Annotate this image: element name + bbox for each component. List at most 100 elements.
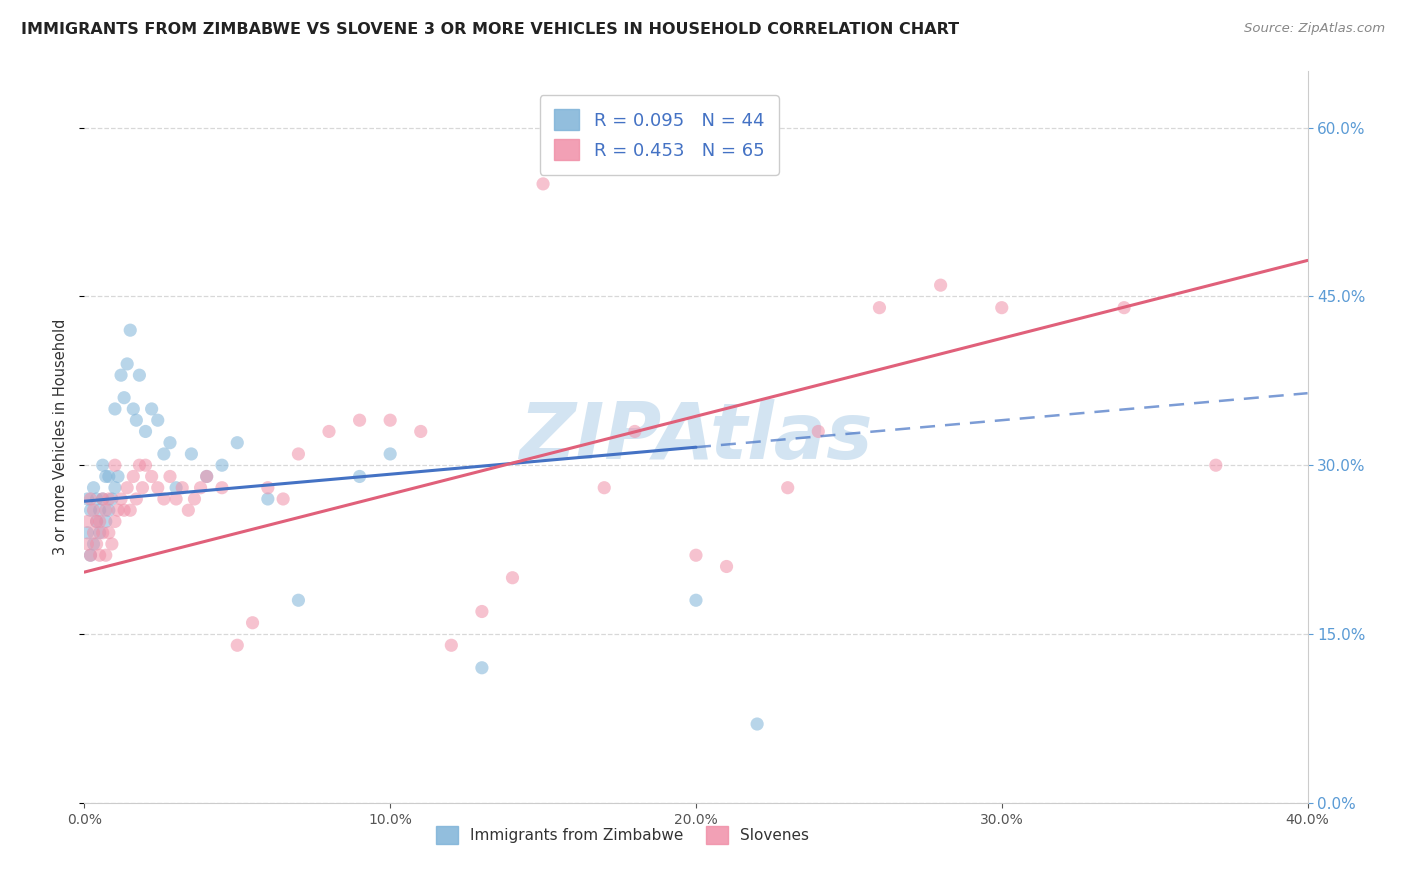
Point xyxy=(929,278,952,293)
Point xyxy=(97,525,120,540)
Point xyxy=(79,548,101,562)
Point xyxy=(97,469,120,483)
Point xyxy=(211,458,233,473)
Point xyxy=(107,503,129,517)
Point xyxy=(91,525,114,540)
Point xyxy=(135,425,157,439)
Legend: Immigrants from Zimbabwe, Slovenes: Immigrants from Zimbabwe, Slovenes xyxy=(430,820,815,850)
Point xyxy=(89,548,111,562)
Point xyxy=(153,491,176,506)
Point xyxy=(183,491,205,506)
Point xyxy=(91,491,114,506)
Point xyxy=(83,503,105,517)
Point xyxy=(89,525,111,540)
Point xyxy=(86,537,108,551)
Point xyxy=(146,481,169,495)
Point xyxy=(86,515,108,529)
Point xyxy=(747,717,769,731)
Point xyxy=(471,605,494,619)
Point xyxy=(101,537,124,551)
Point xyxy=(177,503,200,517)
Point xyxy=(869,301,891,315)
Point xyxy=(226,435,249,450)
Point xyxy=(257,481,280,495)
Point xyxy=(104,481,127,495)
Point xyxy=(165,481,187,495)
Point xyxy=(83,537,105,551)
Text: IMMIGRANTS FROM ZIMBABWE VS SLOVENE 3 OR MORE VEHICLES IN HOUSEHOLD CORRELATION : IMMIGRANTS FROM ZIMBABWE VS SLOVENE 3 OR… xyxy=(21,22,959,37)
Point xyxy=(685,548,707,562)
Point xyxy=(122,401,145,416)
Point xyxy=(624,425,647,439)
Point xyxy=(141,401,163,416)
Point xyxy=(89,503,111,517)
Point xyxy=(747,154,769,169)
Point xyxy=(195,469,218,483)
Point xyxy=(94,515,117,529)
Point xyxy=(76,525,98,540)
Point xyxy=(242,615,264,630)
Point xyxy=(128,368,150,383)
Point xyxy=(83,481,105,495)
Point xyxy=(110,368,132,383)
Point xyxy=(502,571,524,585)
Point xyxy=(153,447,176,461)
Point xyxy=(807,425,830,439)
Point xyxy=(112,391,135,405)
Point xyxy=(83,525,105,540)
Point xyxy=(115,357,138,371)
Point xyxy=(287,593,309,607)
Point xyxy=(141,469,163,483)
Point xyxy=(112,503,135,517)
Point xyxy=(257,491,280,506)
Point xyxy=(380,413,402,427)
Point xyxy=(593,481,616,495)
Point xyxy=(110,491,132,506)
Point xyxy=(349,469,371,483)
Point xyxy=(180,447,202,461)
Point xyxy=(104,401,127,416)
Point xyxy=(685,593,707,607)
Y-axis label: 3 or more Vehicles in Household: 3 or more Vehicles in Household xyxy=(53,319,69,555)
Point xyxy=(349,413,371,427)
Point xyxy=(991,301,1014,315)
Point xyxy=(380,447,402,461)
Point xyxy=(195,469,218,483)
Point xyxy=(76,515,98,529)
Point xyxy=(79,548,101,562)
Point xyxy=(125,413,148,427)
Point xyxy=(226,638,249,652)
Point xyxy=(159,435,181,450)
Point xyxy=(97,491,120,506)
Point xyxy=(115,481,138,495)
Point xyxy=(120,323,142,337)
Point xyxy=(776,481,799,495)
Point xyxy=(1114,301,1136,315)
Point xyxy=(79,503,101,517)
Text: ZIPAtlas: ZIPAtlas xyxy=(519,399,873,475)
Point xyxy=(91,458,114,473)
Point xyxy=(159,469,181,483)
Point xyxy=(107,469,129,483)
Point xyxy=(125,491,148,506)
Point xyxy=(716,559,738,574)
Point xyxy=(318,425,340,439)
Point xyxy=(211,481,233,495)
Point xyxy=(440,638,463,652)
Point xyxy=(146,413,169,427)
Point xyxy=(131,481,153,495)
Point xyxy=(172,481,194,495)
Point xyxy=(94,503,117,517)
Point xyxy=(165,491,187,506)
Point xyxy=(76,537,98,551)
Point xyxy=(471,661,494,675)
Point xyxy=(128,458,150,473)
Point xyxy=(120,503,142,517)
Point xyxy=(135,458,157,473)
Point xyxy=(104,515,127,529)
Point xyxy=(91,491,114,506)
Point xyxy=(1205,458,1227,473)
Point xyxy=(190,481,212,495)
Point xyxy=(97,503,120,517)
Point xyxy=(122,469,145,483)
